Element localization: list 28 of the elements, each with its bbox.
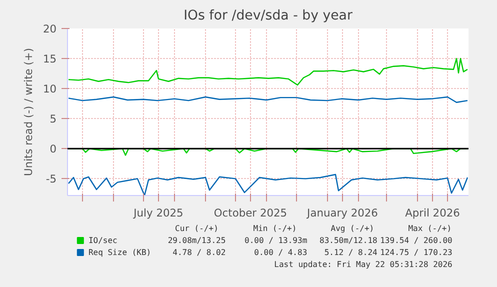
text: 124.75 / 170.23 <box>380 248 453 257</box>
y-tick-label: 15 <box>42 52 57 66</box>
y-tick-label: 10 <box>42 82 57 96</box>
legend-label: Req Size (KB) <box>88 248 152 257</box>
text: 5.12 / 8.24 <box>324 248 378 257</box>
text: 139.54 / 260.00 <box>380 236 453 245</box>
y-tick-label: -5 <box>46 172 57 186</box>
text: 4.78 / 8.02 <box>172 248 226 257</box>
text: Min (-/+) <box>253 224 297 233</box>
legend-label: IO/sec <box>88 236 118 245</box>
text: 29.08m/13.25 <box>168 236 226 245</box>
text: Cur (-/+) <box>175 224 218 233</box>
x-tick-label: January 2026 <box>306 206 378 220</box>
text: Max (-/+) <box>408 224 452 233</box>
text: 83.50m/12.18 <box>320 236 378 245</box>
text: Avg (-/+) <box>330 224 374 233</box>
y-axis-title: Units read (-) / write (+) <box>22 48 35 176</box>
line-series <box>68 58 468 86</box>
y-tick-label: 0 <box>50 142 57 156</box>
y-tick-label: 20 <box>42 22 57 36</box>
x-tick-label: July 2025 <box>132 206 184 220</box>
text: 0.00 / 13.93m <box>244 236 308 245</box>
x-tick-label: October 2025 <box>214 206 288 220</box>
text: 0.00 / 4.83 <box>254 248 308 257</box>
y-tick-label: 5 <box>50 112 56 126</box>
x-tick-label: April 2026 <box>405 206 460 220</box>
text: Last update: Fri May 22 05:31:28 2026 <box>274 260 453 269</box>
chart-title: IOs for /dev/sda - by year <box>184 8 353 24</box>
